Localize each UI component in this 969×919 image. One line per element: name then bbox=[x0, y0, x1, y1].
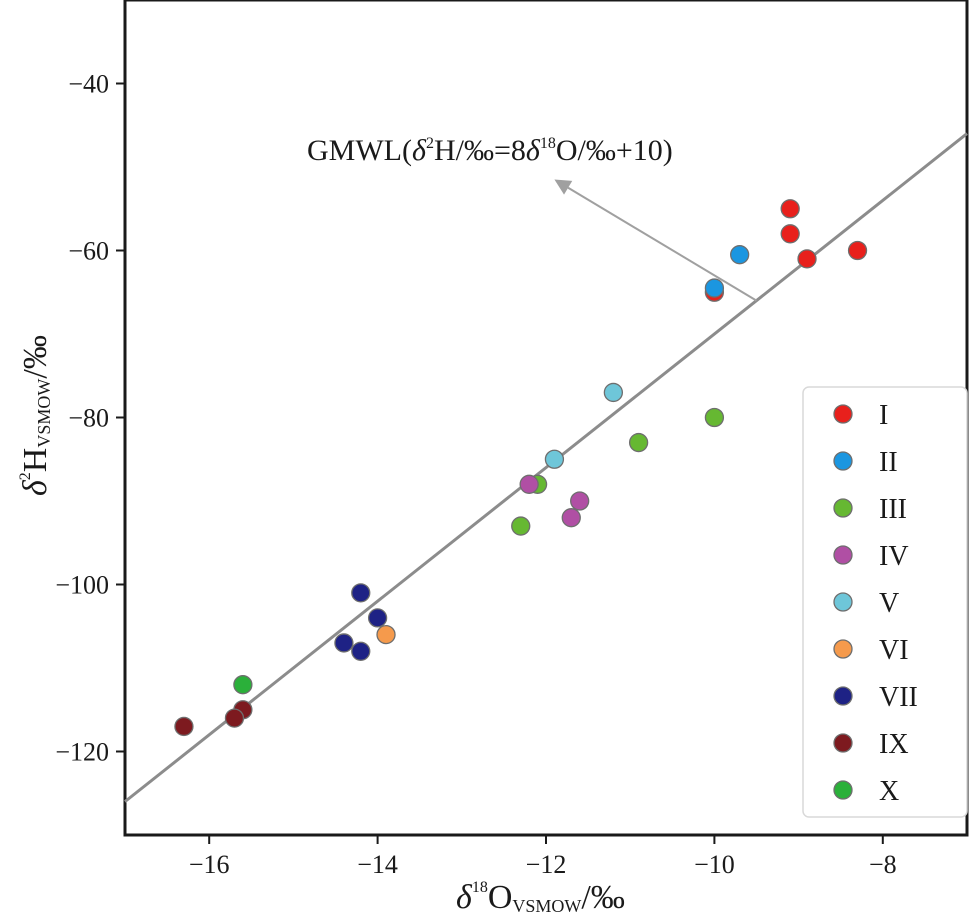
legend-marker bbox=[833, 686, 853, 706]
data-point-VII bbox=[351, 583, 371, 603]
legend-label: VII bbox=[879, 682, 918, 713]
data-point-VII bbox=[334, 633, 354, 653]
x-tick-label: −8 bbox=[869, 850, 897, 879]
data-point-I bbox=[847, 240, 868, 261]
data-point-IV bbox=[561, 508, 581, 528]
y-tick-label: −60 bbox=[68, 237, 109, 266]
legend-marker bbox=[833, 498, 853, 518]
x-tick-label: −14 bbox=[357, 850, 398, 879]
data-point-IX bbox=[224, 708, 245, 728]
data-point-X bbox=[233, 675, 253, 695]
legend-marker bbox=[833, 639, 853, 659]
legend-marker bbox=[833, 733, 853, 753]
data-point-I bbox=[780, 199, 800, 219]
annotation-arrow-line bbox=[567, 186, 758, 302]
legend-marker bbox=[833, 451, 853, 471]
data-point-VI bbox=[376, 624, 396, 645]
data-point-III bbox=[704, 407, 725, 428]
data-point-IV bbox=[570, 491, 590, 511]
x-tick-label: −12 bbox=[526, 850, 567, 879]
legend-box bbox=[802, 386, 968, 818]
x-tick-label: −10 bbox=[694, 850, 735, 879]
data-point-V bbox=[544, 449, 565, 469]
y-tick-label: −120 bbox=[55, 738, 109, 767]
legend-label: VI bbox=[879, 635, 909, 666]
y-axis-title: δ2HVSMOW/‰ bbox=[17, 335, 54, 496]
legend-label: I bbox=[879, 400, 888, 431]
gmwl-line bbox=[124, 132, 968, 803]
y-tick-label: −100 bbox=[55, 571, 109, 600]
x-axis-title: δ18OVSMOW/‰ bbox=[456, 879, 625, 916]
data-point-II bbox=[730, 245, 750, 265]
gmwl-annotation: GMWL(δ2H/‰=8δ18O/‰+10) bbox=[307, 134, 673, 167]
annotation-arrow-head bbox=[554, 179, 573, 195]
legend-marker bbox=[833, 545, 853, 565]
legend-label: V bbox=[879, 588, 899, 619]
legend-marker bbox=[833, 592, 853, 612]
data-point-VII bbox=[351, 641, 371, 661]
data-point-I bbox=[797, 249, 817, 269]
data-point-I bbox=[780, 224, 800, 244]
y-tick-label: −40 bbox=[68, 70, 109, 99]
legend-marker bbox=[833, 404, 853, 424]
y-tick-label: −80 bbox=[68, 404, 109, 433]
data-point-V bbox=[603, 382, 624, 403]
legend-marker bbox=[833, 780, 853, 800]
data-point-III bbox=[628, 432, 649, 453]
data-point-III bbox=[511, 516, 531, 536]
legend-label: IV bbox=[879, 541, 909, 572]
data-point-IV bbox=[519, 474, 539, 494]
data-point-II bbox=[704, 278, 725, 298]
x-tick-label: −16 bbox=[189, 850, 230, 879]
legend-label: X bbox=[879, 776, 899, 807]
legend-label: II bbox=[879, 447, 898, 478]
data-point-IX bbox=[174, 716, 194, 737]
legend-label: IX bbox=[879, 729, 909, 760]
data-point-VII bbox=[367, 608, 388, 628]
legend-label: III bbox=[879, 494, 907, 525]
